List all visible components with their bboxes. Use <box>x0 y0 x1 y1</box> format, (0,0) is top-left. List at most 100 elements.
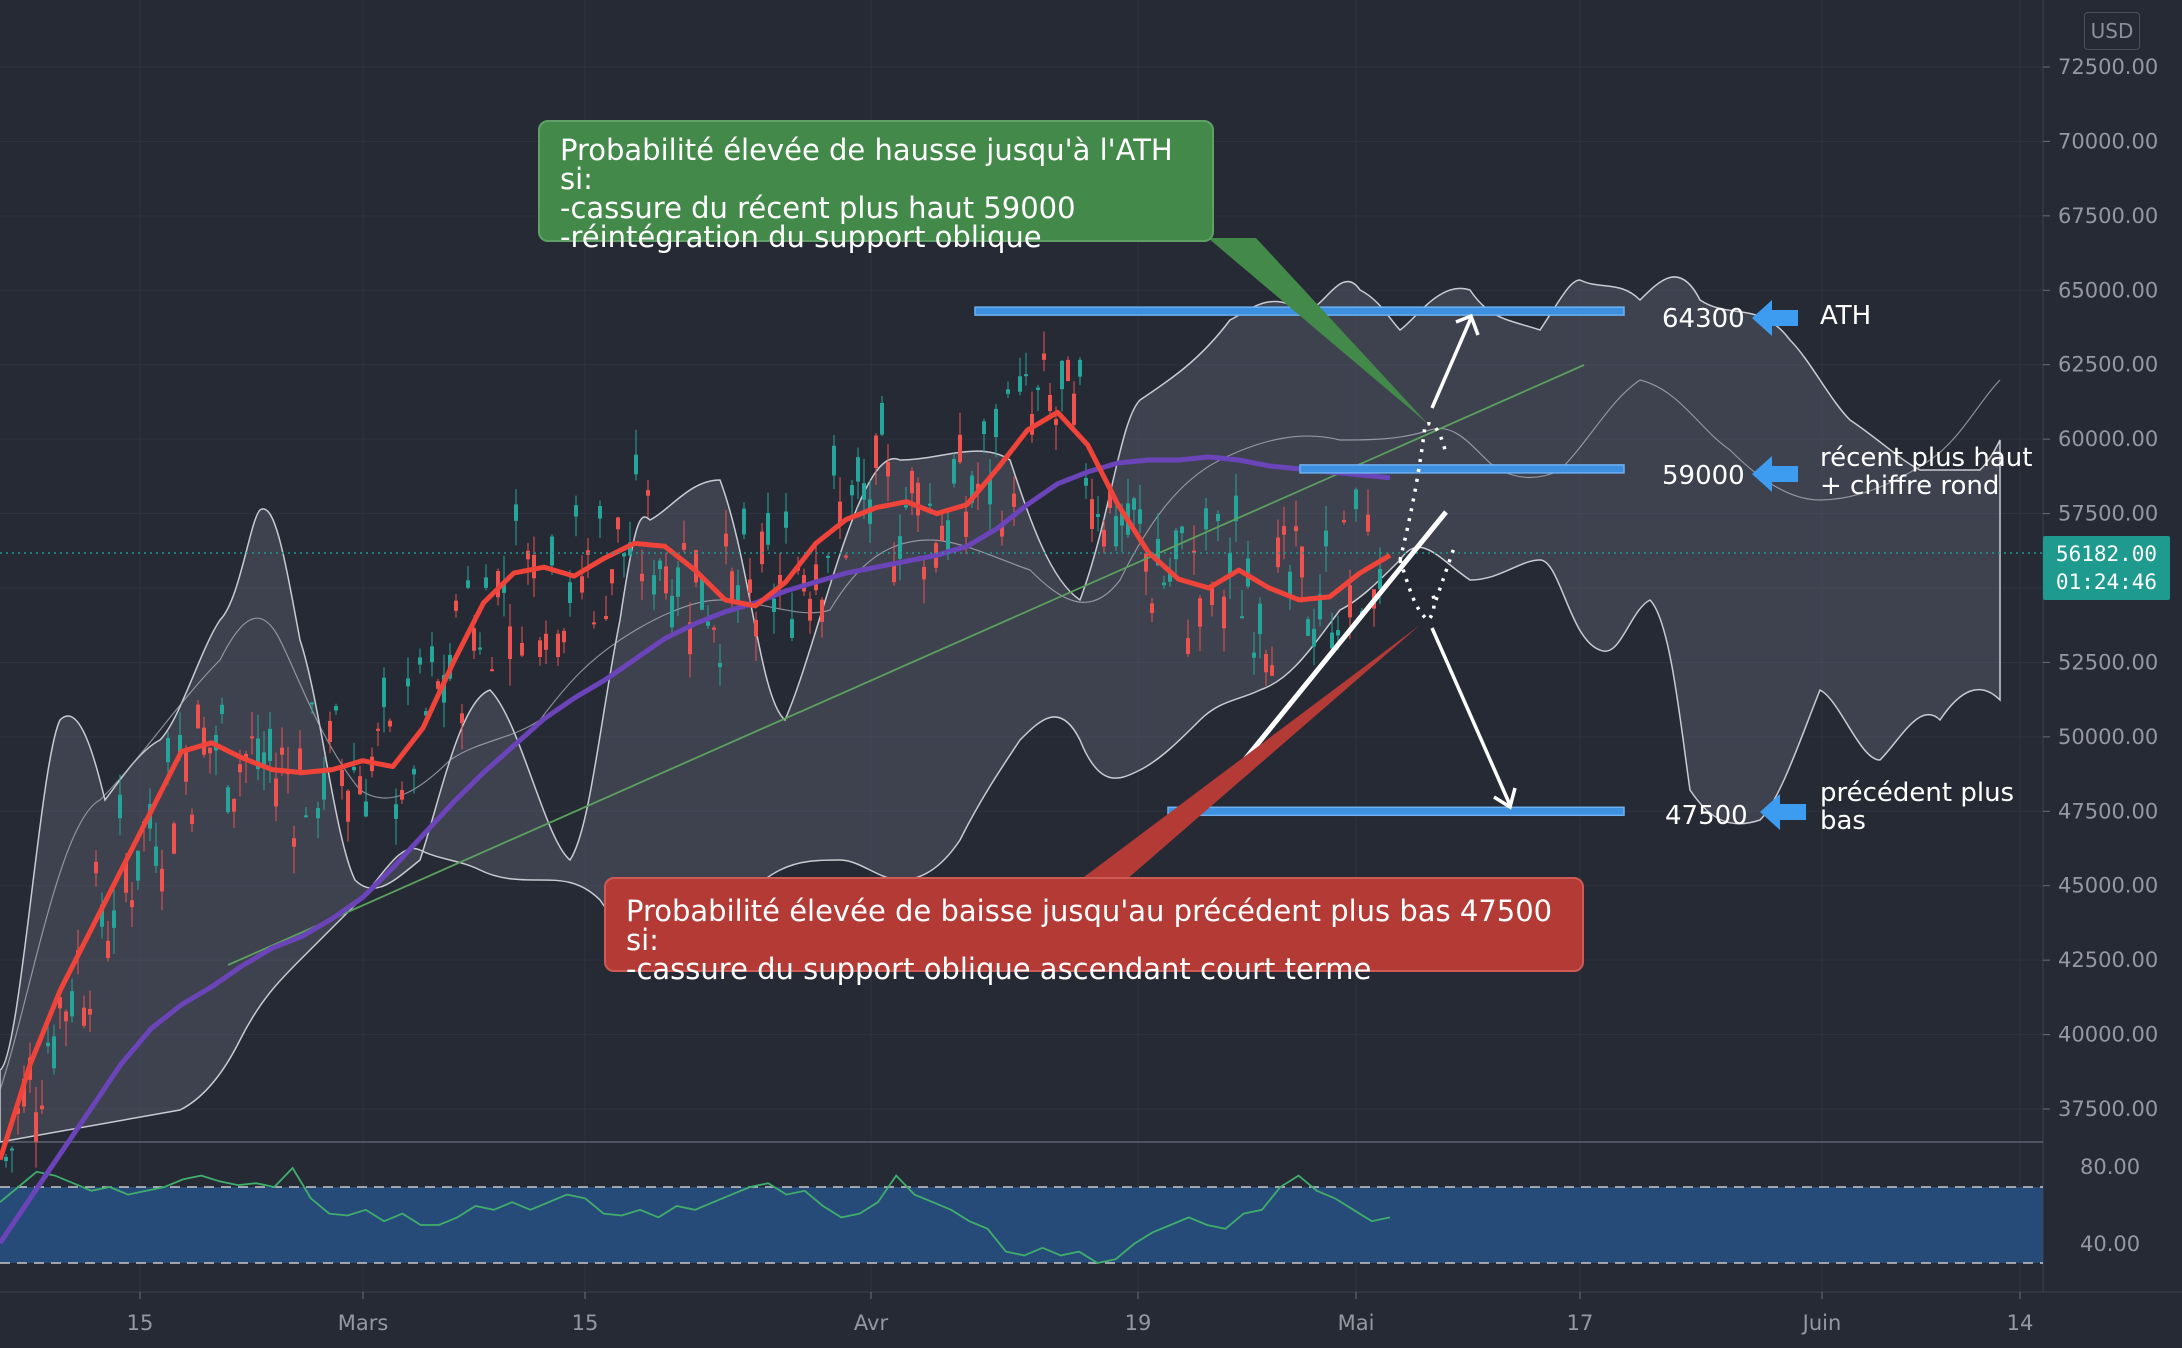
currency-badge[interactable]: USD <box>2084 12 2140 50</box>
candle-body <box>790 619 794 638</box>
candle-body <box>478 647 482 650</box>
candle-body <box>1012 493 1016 507</box>
candle-body <box>1336 630 1340 636</box>
level-value-recent-high: 59000 <box>1662 461 1745 491</box>
candle-body <box>658 560 662 570</box>
candle-body <box>712 627 716 630</box>
candle-body <box>178 734 182 757</box>
candle-body <box>754 619 758 637</box>
level-bar <box>1167 806 1625 817</box>
candle-body <box>196 704 200 729</box>
candle-body <box>676 567 680 597</box>
candle-body <box>910 470 914 494</box>
candle-body <box>634 454 638 475</box>
candle-body <box>346 790 350 822</box>
candle-body <box>946 520 950 550</box>
candle-body <box>1294 526 1298 531</box>
candle-body <box>1270 665 1274 676</box>
price-tick-label: 50000.00 <box>2058 725 2158 749</box>
candle-body <box>622 553 626 557</box>
candle-body <box>844 555 848 558</box>
candle-body <box>544 633 548 650</box>
level-value-ath: 64300 <box>1662 304 1745 334</box>
candle-body <box>988 476 992 505</box>
candle-body <box>700 577 704 610</box>
candle-body <box>556 633 560 658</box>
candle-body <box>916 482 920 516</box>
candle-body <box>436 681 440 689</box>
candle-body <box>1132 498 1136 510</box>
level-desc-previous-low: précédent plus bas <box>1820 778 2015 836</box>
candle-body <box>514 504 518 521</box>
candle-body <box>94 861 98 874</box>
candle-body <box>1078 359 1082 377</box>
candle-body <box>730 571 734 604</box>
candle-body <box>334 706 338 711</box>
price-tick-label: 70000.00 <box>2058 129 2158 153</box>
candle-body <box>1288 571 1292 595</box>
candle-body <box>310 702 314 705</box>
candle-body <box>814 564 818 591</box>
candle-body <box>316 807 320 819</box>
time-tick-label: Avr <box>854 1311 889 1335</box>
candle-body <box>40 1105 44 1110</box>
candle-body <box>1084 477 1088 486</box>
candle-body <box>466 580 470 588</box>
candle-body <box>496 571 500 598</box>
candle-body <box>502 581 506 593</box>
candle-body <box>1264 654 1268 673</box>
price-tick-label: 67500.00 <box>2058 204 2158 228</box>
candle-body <box>652 575 656 595</box>
candle-body <box>1312 628 1316 647</box>
candle-body <box>1366 514 1370 532</box>
candle-body <box>688 622 692 655</box>
candle-body <box>1246 558 1250 587</box>
candle-body <box>976 483 980 490</box>
candle-body <box>58 997 62 1009</box>
candle-body <box>664 566 668 594</box>
candle-body <box>160 868 164 892</box>
candle-body <box>520 643 524 656</box>
candle-body <box>1306 619 1310 636</box>
candle-body <box>724 533 728 547</box>
candle-body <box>1042 353 1046 360</box>
candle-body <box>484 577 488 588</box>
candle-body <box>1066 359 1070 381</box>
candle-body <box>880 402 884 435</box>
candle-body <box>526 550 530 560</box>
candle-body <box>412 768 416 775</box>
candle-body <box>1324 530 1328 547</box>
candle-body <box>184 752 188 782</box>
candle-body <box>922 566 926 580</box>
candle-body <box>442 674 446 703</box>
candle-body <box>376 728 380 731</box>
candle-body <box>238 764 242 773</box>
bearish-callout-text: Probabilité élevée de baisse jusqu'au pr… <box>626 894 1553 986</box>
candle-body <box>958 434 962 463</box>
rsi-line <box>0 1166 1391 1264</box>
bullish-callout-pointer <box>1208 238 1428 424</box>
candle-body <box>1162 582 1166 586</box>
candle-body <box>742 508 746 535</box>
chart-grid <box>0 66 2043 1110</box>
candle-body <box>628 542 632 556</box>
candle-body <box>88 1008 92 1015</box>
candle-body <box>400 789 404 800</box>
candle-body <box>610 569 614 584</box>
candle-body <box>1180 526 1184 534</box>
candle-body <box>244 753 248 760</box>
candle-body <box>646 490 650 496</box>
candle-body <box>322 772 326 800</box>
candle-body <box>454 600 458 611</box>
candle-body <box>670 595 674 628</box>
candle-body <box>220 704 224 714</box>
moving-average-purple <box>0 454 1391 1245</box>
candle-body <box>130 900 134 908</box>
candle-body <box>952 459 956 484</box>
candle-body <box>22 1078 26 1107</box>
candle-body <box>256 738 260 770</box>
candle-body <box>706 621 710 626</box>
candle-body <box>832 445 836 476</box>
bullish-callout: Probabilité élevée de hausse jusqu'à l'A… <box>538 120 1214 252</box>
candle-body <box>532 554 536 579</box>
